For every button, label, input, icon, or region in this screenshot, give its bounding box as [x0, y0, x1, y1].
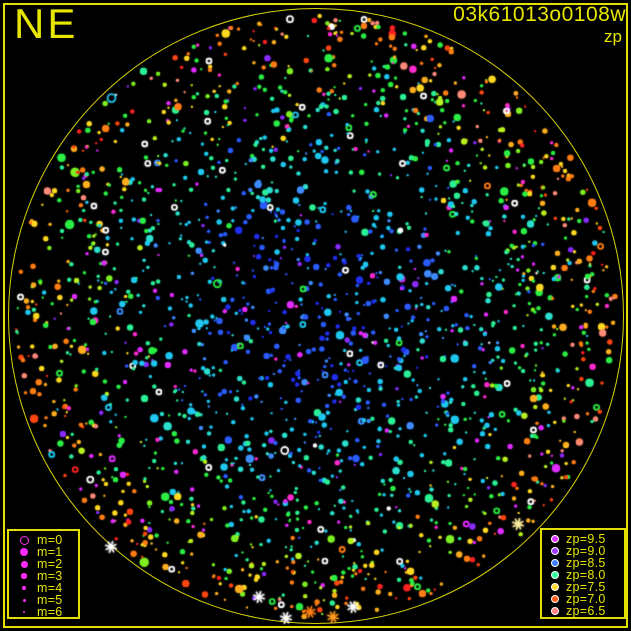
magnitude-marker-icon: [11, 611, 37, 613]
legend-zp-row: zp=7.5: [544, 581, 622, 593]
zeropoint-marker-icon: [544, 546, 566, 556]
magnitude-marker-icon: [11, 598, 37, 602]
legend-zp-row: zp=8.5: [544, 557, 622, 569]
zeropoint-marker-icon: [544, 582, 566, 592]
legend-zp-label: zp=8.0: [566, 567, 606, 582]
plot-title: 03k61013o0108w: [453, 3, 626, 26]
magnitude-marker-icon: [11, 548, 37, 556]
legend-m-label: m=1: [37, 544, 63, 559]
legend-m-row: m=0: [11, 534, 76, 546]
legend-m-row: m=6: [11, 606, 76, 618]
legend-zp-row: zp=8.0: [544, 569, 622, 581]
legend-m-row: m=4: [11, 582, 76, 594]
magnitude-marker-icon: [11, 573, 37, 579]
orientation-label: NE: [14, 0, 79, 47]
legend-zp-row: zp=6.5: [544, 605, 622, 617]
legend-m-row: m=5: [11, 594, 76, 606]
legend-zp-label: zp=9.5: [566, 531, 606, 546]
legend-zp-label: zp=6.5: [566, 603, 606, 618]
legend-zp-label: zp=9.0: [566, 543, 606, 558]
legend-zp-label: zp=7.0: [566, 591, 606, 606]
zeropoint-marker-icon: [544, 558, 566, 568]
legend-m-row: m=1: [11, 546, 76, 558]
magnitude-marker-icon: [11, 586, 37, 590]
zeropoint-legend: zp=9.5 zp=9.0 zp=8.5 zp=8.0 zp=7.5 zp=7.0 zp=6…: [540, 528, 626, 619]
legend-m-row: m=3: [11, 570, 76, 582]
legend-m-label: m=2: [37, 556, 63, 571]
legend-m-row: m=2: [11, 558, 76, 570]
legend-m-label: m=0: [37, 532, 63, 547]
magnitude-legend: m=0 m=1 m=2 m=3 m=4 m=5 m=6: [7, 529, 80, 619]
zeropoint-marker-icon: [544, 570, 566, 580]
legend-zp-row: zp=9.0: [544, 545, 622, 557]
zeropoint-marker-icon: [544, 594, 566, 604]
magnitude-marker-icon: [11, 535, 37, 545]
legend-zp-label: zp=7.5: [566, 579, 606, 594]
legend-m-label: m=6: [37, 604, 63, 619]
legend-zp-row: zp=7.0: [544, 593, 622, 605]
magnitude-marker-icon: [11, 560, 37, 568]
legend-m-label: m=5: [37, 592, 63, 607]
colorbar-label: zp: [604, 27, 622, 46]
zeropoint-marker-icon: [544, 534, 566, 544]
legend-m-label: m=4: [37, 580, 63, 595]
legend-m-label: m=3: [37, 568, 63, 583]
zeropoint-marker-icon: [544, 606, 566, 616]
legend-zp-row: zp=9.5: [544, 533, 622, 545]
legend-zp-label: zp=8.5: [566, 555, 606, 570]
